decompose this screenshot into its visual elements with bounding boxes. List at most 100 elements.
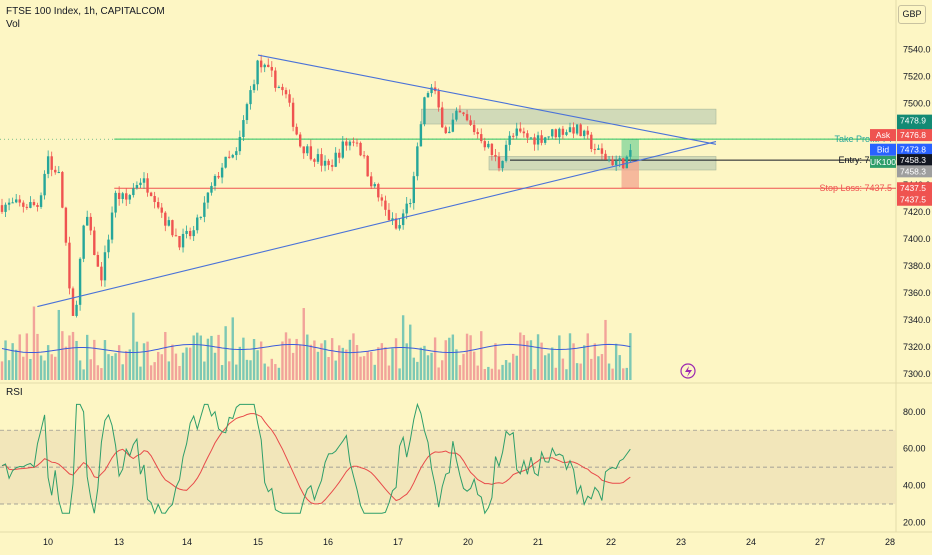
volume-bar [302,308,305,380]
candle-body [171,220,174,236]
candle-body [96,254,100,267]
volume-bar [558,335,561,380]
time-tick: 23 [676,537,686,547]
volume-bar [433,337,437,380]
trendlines[interactable] [37,54,717,308]
rsi-label: RSI [6,387,23,398]
volume-bar [572,343,575,380]
zone-resistance [421,108,717,125]
volume-bar [96,365,100,380]
volume-bar [149,365,153,380]
volume-bar [22,356,25,380]
volume-bar [57,309,60,380]
candle-body [597,148,600,150]
volume-bar [135,341,139,380]
candle-body [188,230,192,237]
candle-body [11,202,14,204]
price-tag-ask-chip [870,129,896,142]
volume-bar [483,368,486,380]
candle-body [274,70,277,88]
candle-body [46,156,50,174]
candle-body [245,104,249,121]
candle-body [611,159,614,166]
volume-bar [597,356,600,380]
volume-bar [29,358,32,380]
candle-body [114,192,117,213]
candle-body [465,114,469,121]
volume-bars [0,306,632,380]
volume-bar [316,351,320,380]
volume-bar [465,333,469,380]
volume-bar [210,335,213,380]
candle-body [586,130,589,135]
candle-body [551,129,554,137]
volume-bar [0,361,4,380]
volume-bar [146,341,149,380]
volume-bar [593,343,597,380]
candle-body [231,155,234,158]
candle-body [61,172,64,208]
candle-body [238,137,242,152]
volume-bar [416,361,419,380]
candle-body [316,154,320,162]
lightning-icon [680,363,696,379]
candle-body [220,167,224,178]
volume-bar [359,356,362,380]
volume-bar [171,344,174,380]
volume-bar [348,339,352,380]
volume-bar [604,319,607,380]
zone-support [488,156,717,171]
currency-button[interactable]: GBP [898,5,926,24]
price-tick: 7340.0 [903,315,931,325]
candle-body [497,156,501,169]
volume-bar [71,331,75,380]
candle-body [355,142,359,144]
volume-bar [157,351,160,380]
candle-body [490,143,494,155]
volume-bar [139,366,142,380]
volume-bar [231,317,234,380]
volume-bar [600,354,604,380]
volume-bar [380,343,384,380]
candle-body [281,86,284,91]
volume-bar [497,369,501,380]
candle-body [50,156,53,170]
price-tag-bid-chip [870,143,896,156]
volume-bar [590,358,593,380]
candle-body [416,146,419,177]
levels: Take Profit: 74 Entry: 7458.3 Stop Loss: 7… [0,134,896,193]
candle-body [125,193,128,200]
candle-body [419,124,423,147]
volume-bar [472,351,476,380]
candle-body [568,127,572,133]
volume-bar [426,355,430,380]
volume-bar [370,351,373,380]
candle-body [57,172,60,174]
candle-body [178,236,181,248]
volume-bar [519,332,522,380]
candle-body [203,202,206,217]
candle-body [39,195,43,207]
volume-bar [36,333,39,380]
candle-body [472,124,476,133]
candle-body [192,230,195,237]
price-tick: 7380.0 [903,261,931,271]
time-tick: 10 [43,537,53,547]
volume-bar [245,359,249,380]
candle-body [327,160,330,166]
volume-bar [341,347,344,380]
volume-bar [313,340,316,380]
candles [0,54,632,318]
candle-body [249,90,252,105]
time-tick: 14 [182,537,192,547]
candle-body [149,192,153,196]
volume-label: Vol [6,19,20,30]
candle-body [199,216,202,218]
candle-body [607,159,611,161]
price-tick: 7400.0 [903,234,931,244]
volume-bar [561,358,565,380]
volume-bar [299,344,302,380]
candle-body [437,91,440,108]
